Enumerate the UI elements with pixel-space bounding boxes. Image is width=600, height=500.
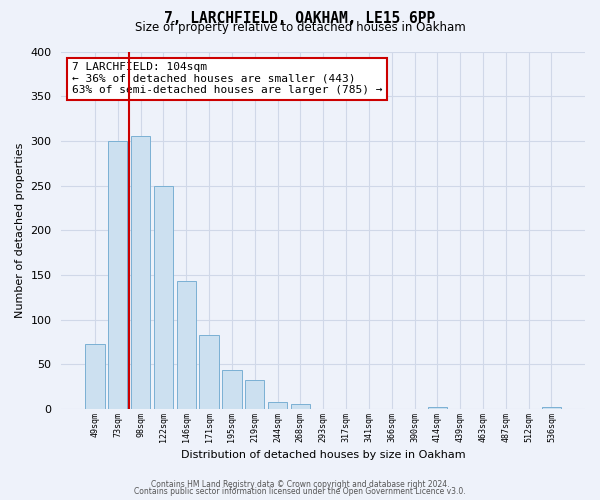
Text: Size of property relative to detached houses in Oakham: Size of property relative to detached ho… [134, 22, 466, 35]
Bar [245, 380, 265, 409]
Text: Contains HM Land Registry data © Crown copyright and database right 2024.: Contains HM Land Registry data © Crown c… [151, 480, 449, 489]
Bar [176, 281, 196, 409]
Bar [131, 136, 150, 409]
Bar [268, 402, 287, 409]
Bar [222, 370, 242, 409]
Bar [428, 407, 447, 409]
Text: 7, LARCHFIELD, OAKHAM, LE15 6PP: 7, LARCHFIELD, OAKHAM, LE15 6PP [164, 11, 436, 26]
Bar [85, 344, 104, 409]
Bar [108, 141, 127, 409]
Text: 7 LARCHFIELD: 104sqm
← 36% of detached houses are smaller (443)
63% of semi-deta: 7 LARCHFIELD: 104sqm ← 36% of detached h… [72, 62, 382, 96]
Bar [199, 334, 219, 409]
Bar [542, 407, 561, 409]
Y-axis label: Number of detached properties: Number of detached properties [15, 142, 25, 318]
X-axis label: Distribution of detached houses by size in Oakham: Distribution of detached houses by size … [181, 450, 466, 460]
Bar [290, 404, 310, 409]
Text: Contains public sector information licensed under the Open Government Licence v3: Contains public sector information licen… [134, 487, 466, 496]
Bar [154, 186, 173, 409]
